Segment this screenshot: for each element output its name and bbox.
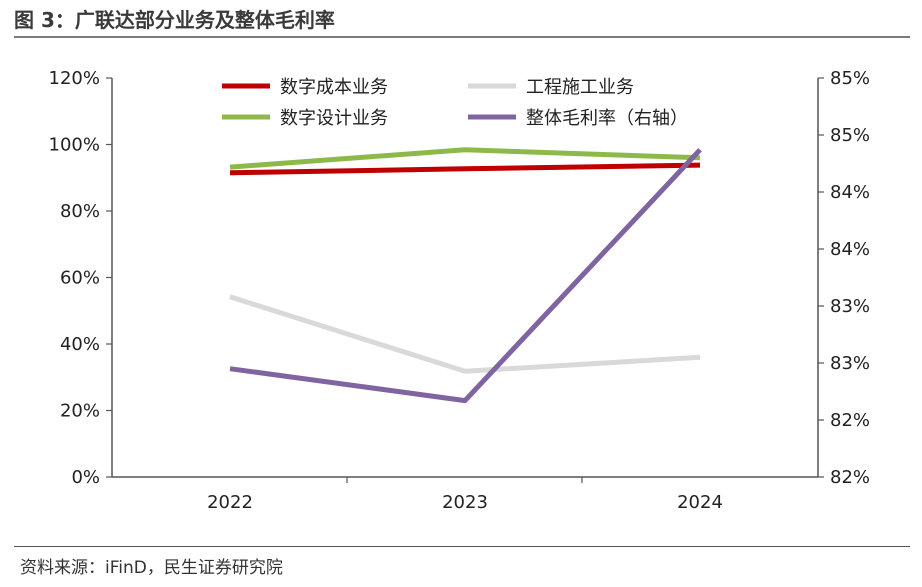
source-note: 资料来源：iFinD，民生证券研究院	[20, 558, 283, 578]
legend-label-2: 工程施工业务	[526, 77, 634, 98]
right-axis-tick-label: 83%	[830, 353, 870, 374]
legend-label-3: 数字设计业务	[280, 108, 388, 129]
left-axis-tick-label: 80%	[60, 201, 100, 222]
footer-divider	[14, 546, 910, 547]
right-axis-tick-label: 82%	[830, 410, 870, 431]
category-label: 2023	[442, 492, 488, 513]
chart-title: 图 3：广联达部分业务及整体毛利率	[14, 8, 335, 32]
right-axis-tick-label: 83%	[830, 296, 870, 317]
right-axis-tick-label: 85%	[830, 68, 870, 89]
left-axis-tick-label: 120%	[49, 68, 100, 89]
series-line-4	[229, 148, 702, 404]
left-axis-tick-label: 0%	[71, 467, 100, 488]
series-line-1	[229, 162, 701, 176]
title-divider	[14, 36, 910, 38]
left-axis-ticks: 0% 20% 40% 60% 80% 100% 120%	[49, 68, 112, 488]
left-axis-tick-label: 100%	[49, 135, 100, 156]
category-label: 2022	[207, 492, 253, 513]
right-axis-tick-label: 82%	[830, 467, 870, 488]
right-axis-tick-label: 84%	[830, 182, 870, 203]
category-label: 2024	[677, 492, 723, 513]
right-axis-ticks: 82% 82% 83% 83% 84% 84% 85% 85%	[818, 68, 870, 488]
axes	[111, 78, 819, 483]
left-axis-tick-label: 40%	[60, 334, 100, 355]
left-axis-tick-label: 60%	[60, 268, 100, 289]
legend-label-4: 整体毛利率（右轴）	[526, 108, 688, 129]
left-axis-tick-label: 20%	[60, 401, 100, 422]
legend-label-1: 数字成本业务	[280, 77, 388, 98]
right-axis-tick-label: 84%	[830, 239, 870, 260]
category-labels: 2022 2023 2024	[207, 492, 723, 513]
right-axis-tick-label: 85%	[830, 125, 870, 146]
series-line-2	[229, 294, 701, 374]
series-lines	[229, 147, 702, 404]
series-line-3	[229, 147, 701, 170]
